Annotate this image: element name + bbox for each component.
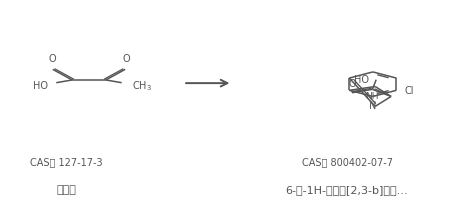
Text: 丙酮酸: 丙酮酸 [56,185,76,195]
Text: 6-氯-1H-呃咏并[2,3-b]呃啽…: 6-氯-1H-呃咏并[2,3-b]呃啽… [286,185,409,195]
Text: HO: HO [354,75,369,85]
Text: CH$_3$: CH$_3$ [132,79,153,93]
Text: N: N [369,101,376,111]
Text: NH: NH [365,92,378,101]
Text: O: O [348,79,356,89]
Text: O: O [48,54,55,64]
Text: Cl: Cl [405,86,414,96]
Text: CAS： 127-17-3: CAS： 127-17-3 [30,157,102,168]
Text: CAS： 800402-07-7: CAS： 800402-07-7 [301,157,392,168]
Text: O: O [122,54,130,64]
Text: HO: HO [33,81,48,91]
